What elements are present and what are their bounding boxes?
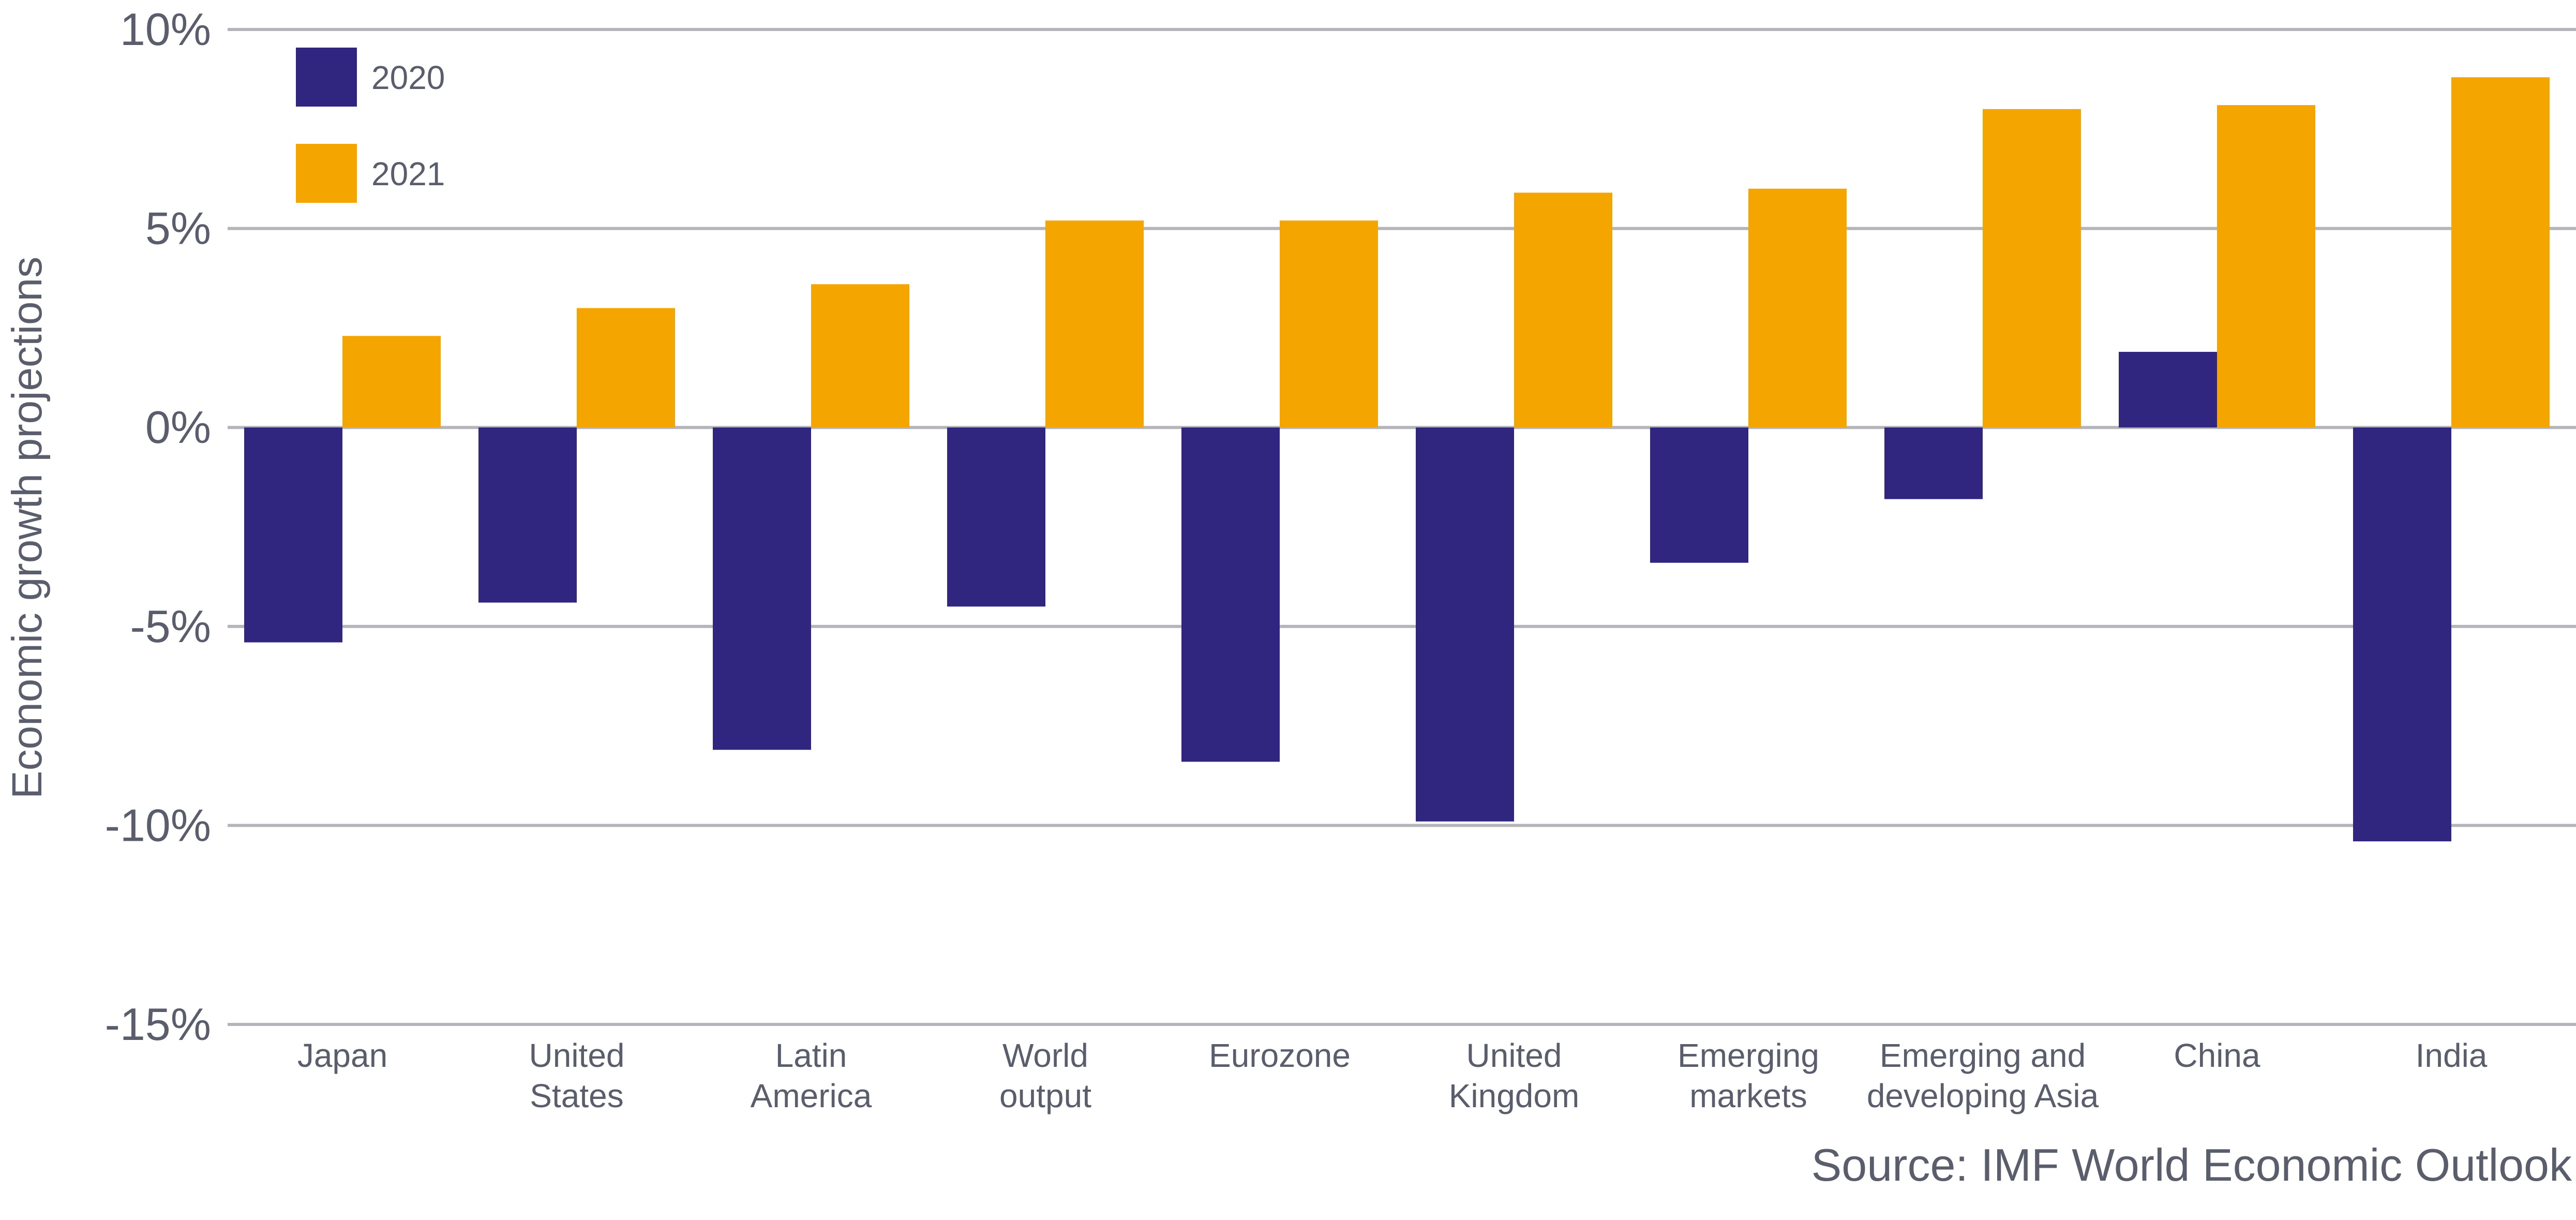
bar-2020-4 (1181, 427, 1280, 762)
y-tick-label: -5% (130, 601, 212, 652)
x-category-label: World output (999, 1037, 1091, 1114)
x-category-label: Emerging markets (1678, 1037, 1819, 1114)
bars (244, 77, 2550, 842)
bar-2021-6 (1748, 188, 1847, 428)
x-axis-categories: Japan United States Latin America World output… (297, 1037, 2488, 1114)
x-category-label: Japan (297, 1037, 387, 1074)
x-category-label: United Kingdom (1449, 1037, 1580, 1114)
legend-label-2021: 2021 (371, 155, 445, 192)
y-tick-label: 5% (145, 203, 211, 254)
y-axis-ticks: 10% 5% 0% -5% -10% -15% (105, 4, 211, 1050)
legend: 2020 2021 (296, 48, 445, 203)
x-category-label: Eurozone (1209, 1037, 1351, 1074)
bar-2021-7 (1983, 109, 2081, 428)
y-tick-label: -15% (105, 999, 211, 1050)
bar-2020-7 (1884, 427, 1983, 499)
bar-2021-1 (577, 308, 675, 428)
bar-2020-3 (947, 427, 1045, 607)
bar-2020-8 (2119, 352, 2217, 428)
bar-2021-0 (342, 336, 441, 428)
y-axis-label: Economic growth projections (4, 257, 51, 799)
x-category-label: Emerging and developing Asia (1867, 1037, 2099, 1114)
y-tick-label: 0% (145, 401, 211, 453)
bar-2021-5 (1514, 192, 1612, 428)
x-category-label: Latin America (751, 1037, 872, 1114)
bar-2021-2 (811, 284, 909, 428)
bar-2020-5 (1416, 427, 1514, 822)
x-category-label: China (2174, 1037, 2260, 1074)
bar-2021-4 (1280, 220, 1378, 428)
legend-label-2020: 2020 (371, 59, 445, 96)
bar-2021-9 (2451, 77, 2550, 428)
bar-2021-8 (2217, 105, 2315, 428)
bar-2021-3 (1045, 220, 1144, 428)
x-category-label: India (2416, 1037, 2488, 1074)
x-category-label: United States (529, 1037, 625, 1114)
legend-swatch-2020 (296, 48, 357, 107)
y-tick-label: -10% (105, 799, 211, 851)
y-tick-label: 10% (120, 4, 211, 55)
source-note: Source: IMF World Economic Outlook (1811, 1139, 2572, 1191)
legend-swatch-2021 (296, 144, 357, 203)
bar-2020-1 (478, 427, 577, 603)
bar-2020-6 (1650, 427, 1748, 563)
bar-2020-0 (244, 427, 342, 643)
bar-2020-2 (713, 427, 811, 750)
bar-2020-9 (2353, 427, 2451, 842)
